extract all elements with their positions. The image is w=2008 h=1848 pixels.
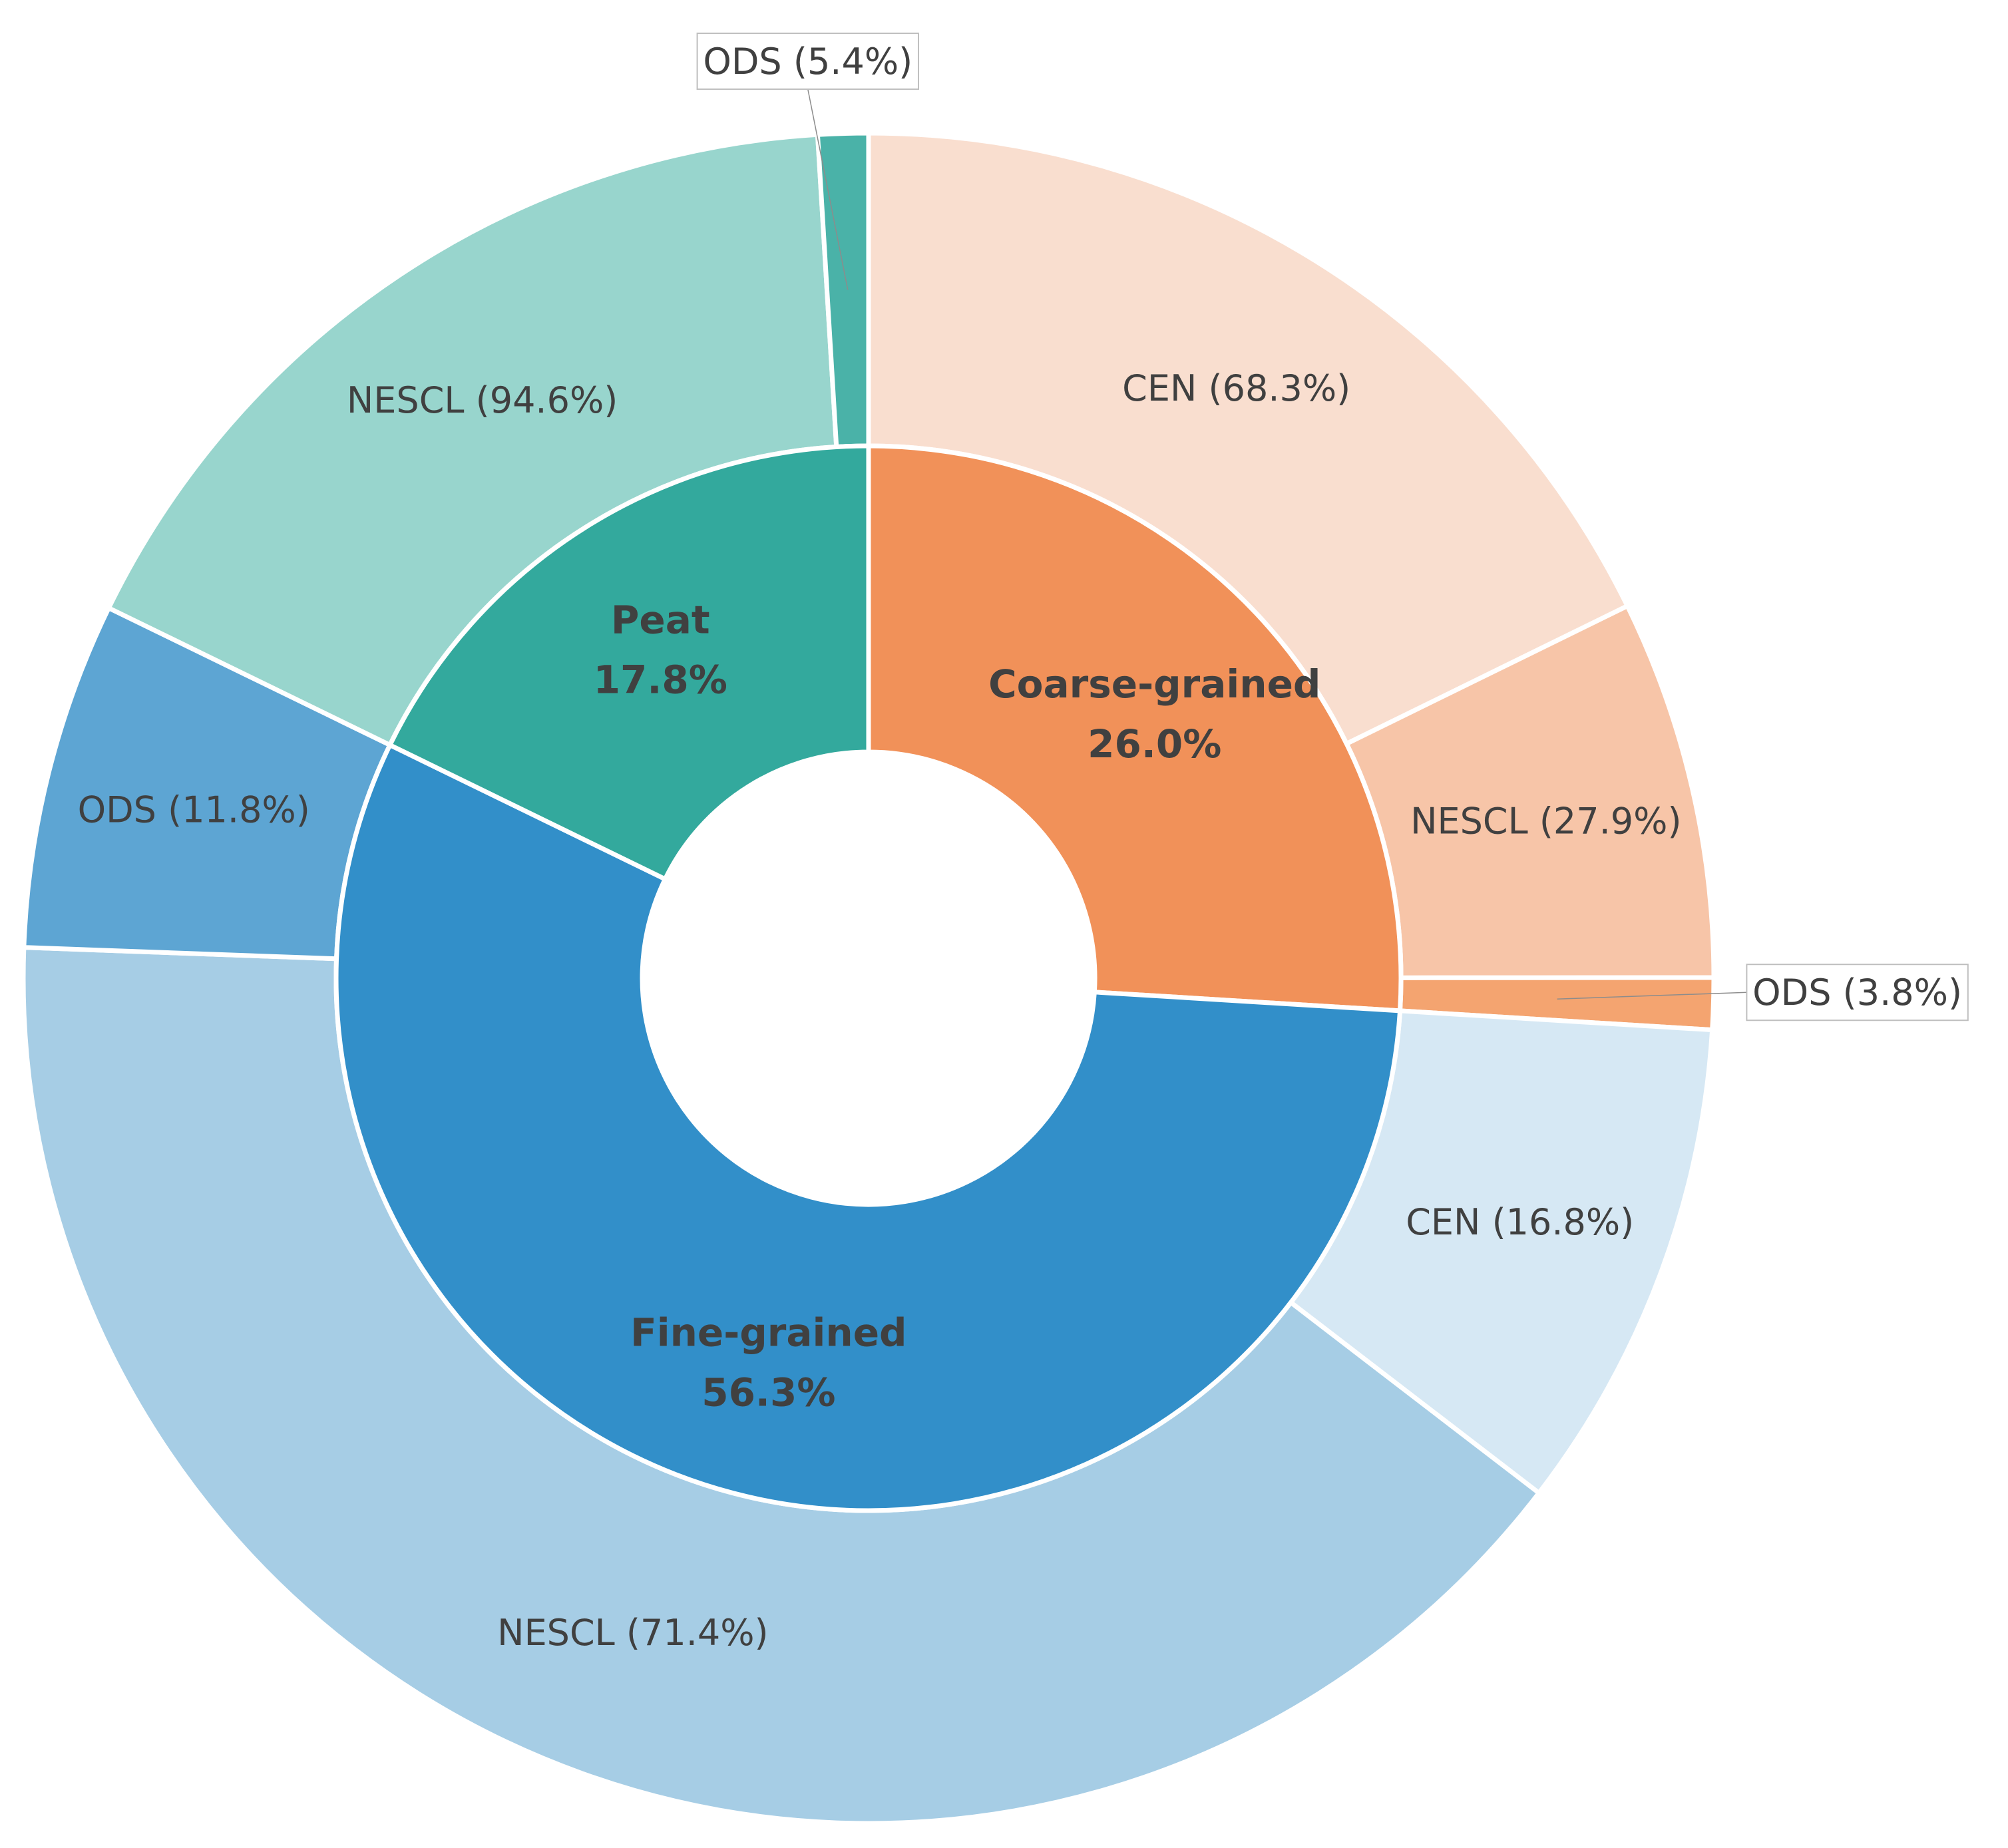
outer-ring	[21, 130, 1716, 1826]
callout-box-peat-ods	[696, 33, 919, 90]
inner-ring	[333, 443, 1404, 1513]
inner-label-peat: Peat	[611, 598, 710, 643]
inner-value-peat: 17.8%	[594, 657, 727, 703]
callout-box-coarse-grained-ods	[1746, 964, 1969, 1021]
inner-value-fine-grained: 56.3%	[702, 1370, 835, 1415]
outer-label-peat-nescl: NESCL (94.6%)	[347, 379, 618, 421]
outer-label-fine-grained-cen: CEN (16.8%)	[1406, 1201, 1634, 1243]
outer-label-peat-ods: ODS (5.4%)	[703, 41, 912, 83]
inner-value-coarse-grained: 26.0%	[1088, 721, 1221, 767]
outer-label-coarse-grained-ods: ODS (3.8%)	[1752, 972, 1962, 1014]
inner-slice-coarse-grained[interactable]	[866, 443, 1404, 1014]
inner-slice-fine-grained[interactable]	[333, 741, 1403, 1513]
labels: Coarse-grained 26.0% Fine-grained 56.3% Peat…	[78, 33, 1969, 1654]
inner-slice-peat[interactable]	[387, 443, 871, 882]
inner-label-fine-grained: Fine-grained	[630, 1310, 907, 1356]
inner-label-coarse-grained: Coarse-grained	[988, 661, 1320, 707]
outer-label-fine-grained-ods: ODS (11.8%)	[78, 789, 310, 831]
outer-label-coarse-grained-nescl: NESCL (27.9%)	[1410, 800, 1681, 842]
outer-label-coarse-grained-cen: CEN (68.3%)	[1122, 367, 1350, 409]
leader-line-peat-ods	[807, 89, 849, 290]
outer-label-fine-grained-nescl: NESCL (71.4%)	[497, 1612, 768, 1654]
leader-line-coarse-grained-ods	[1557, 992, 1747, 1000]
